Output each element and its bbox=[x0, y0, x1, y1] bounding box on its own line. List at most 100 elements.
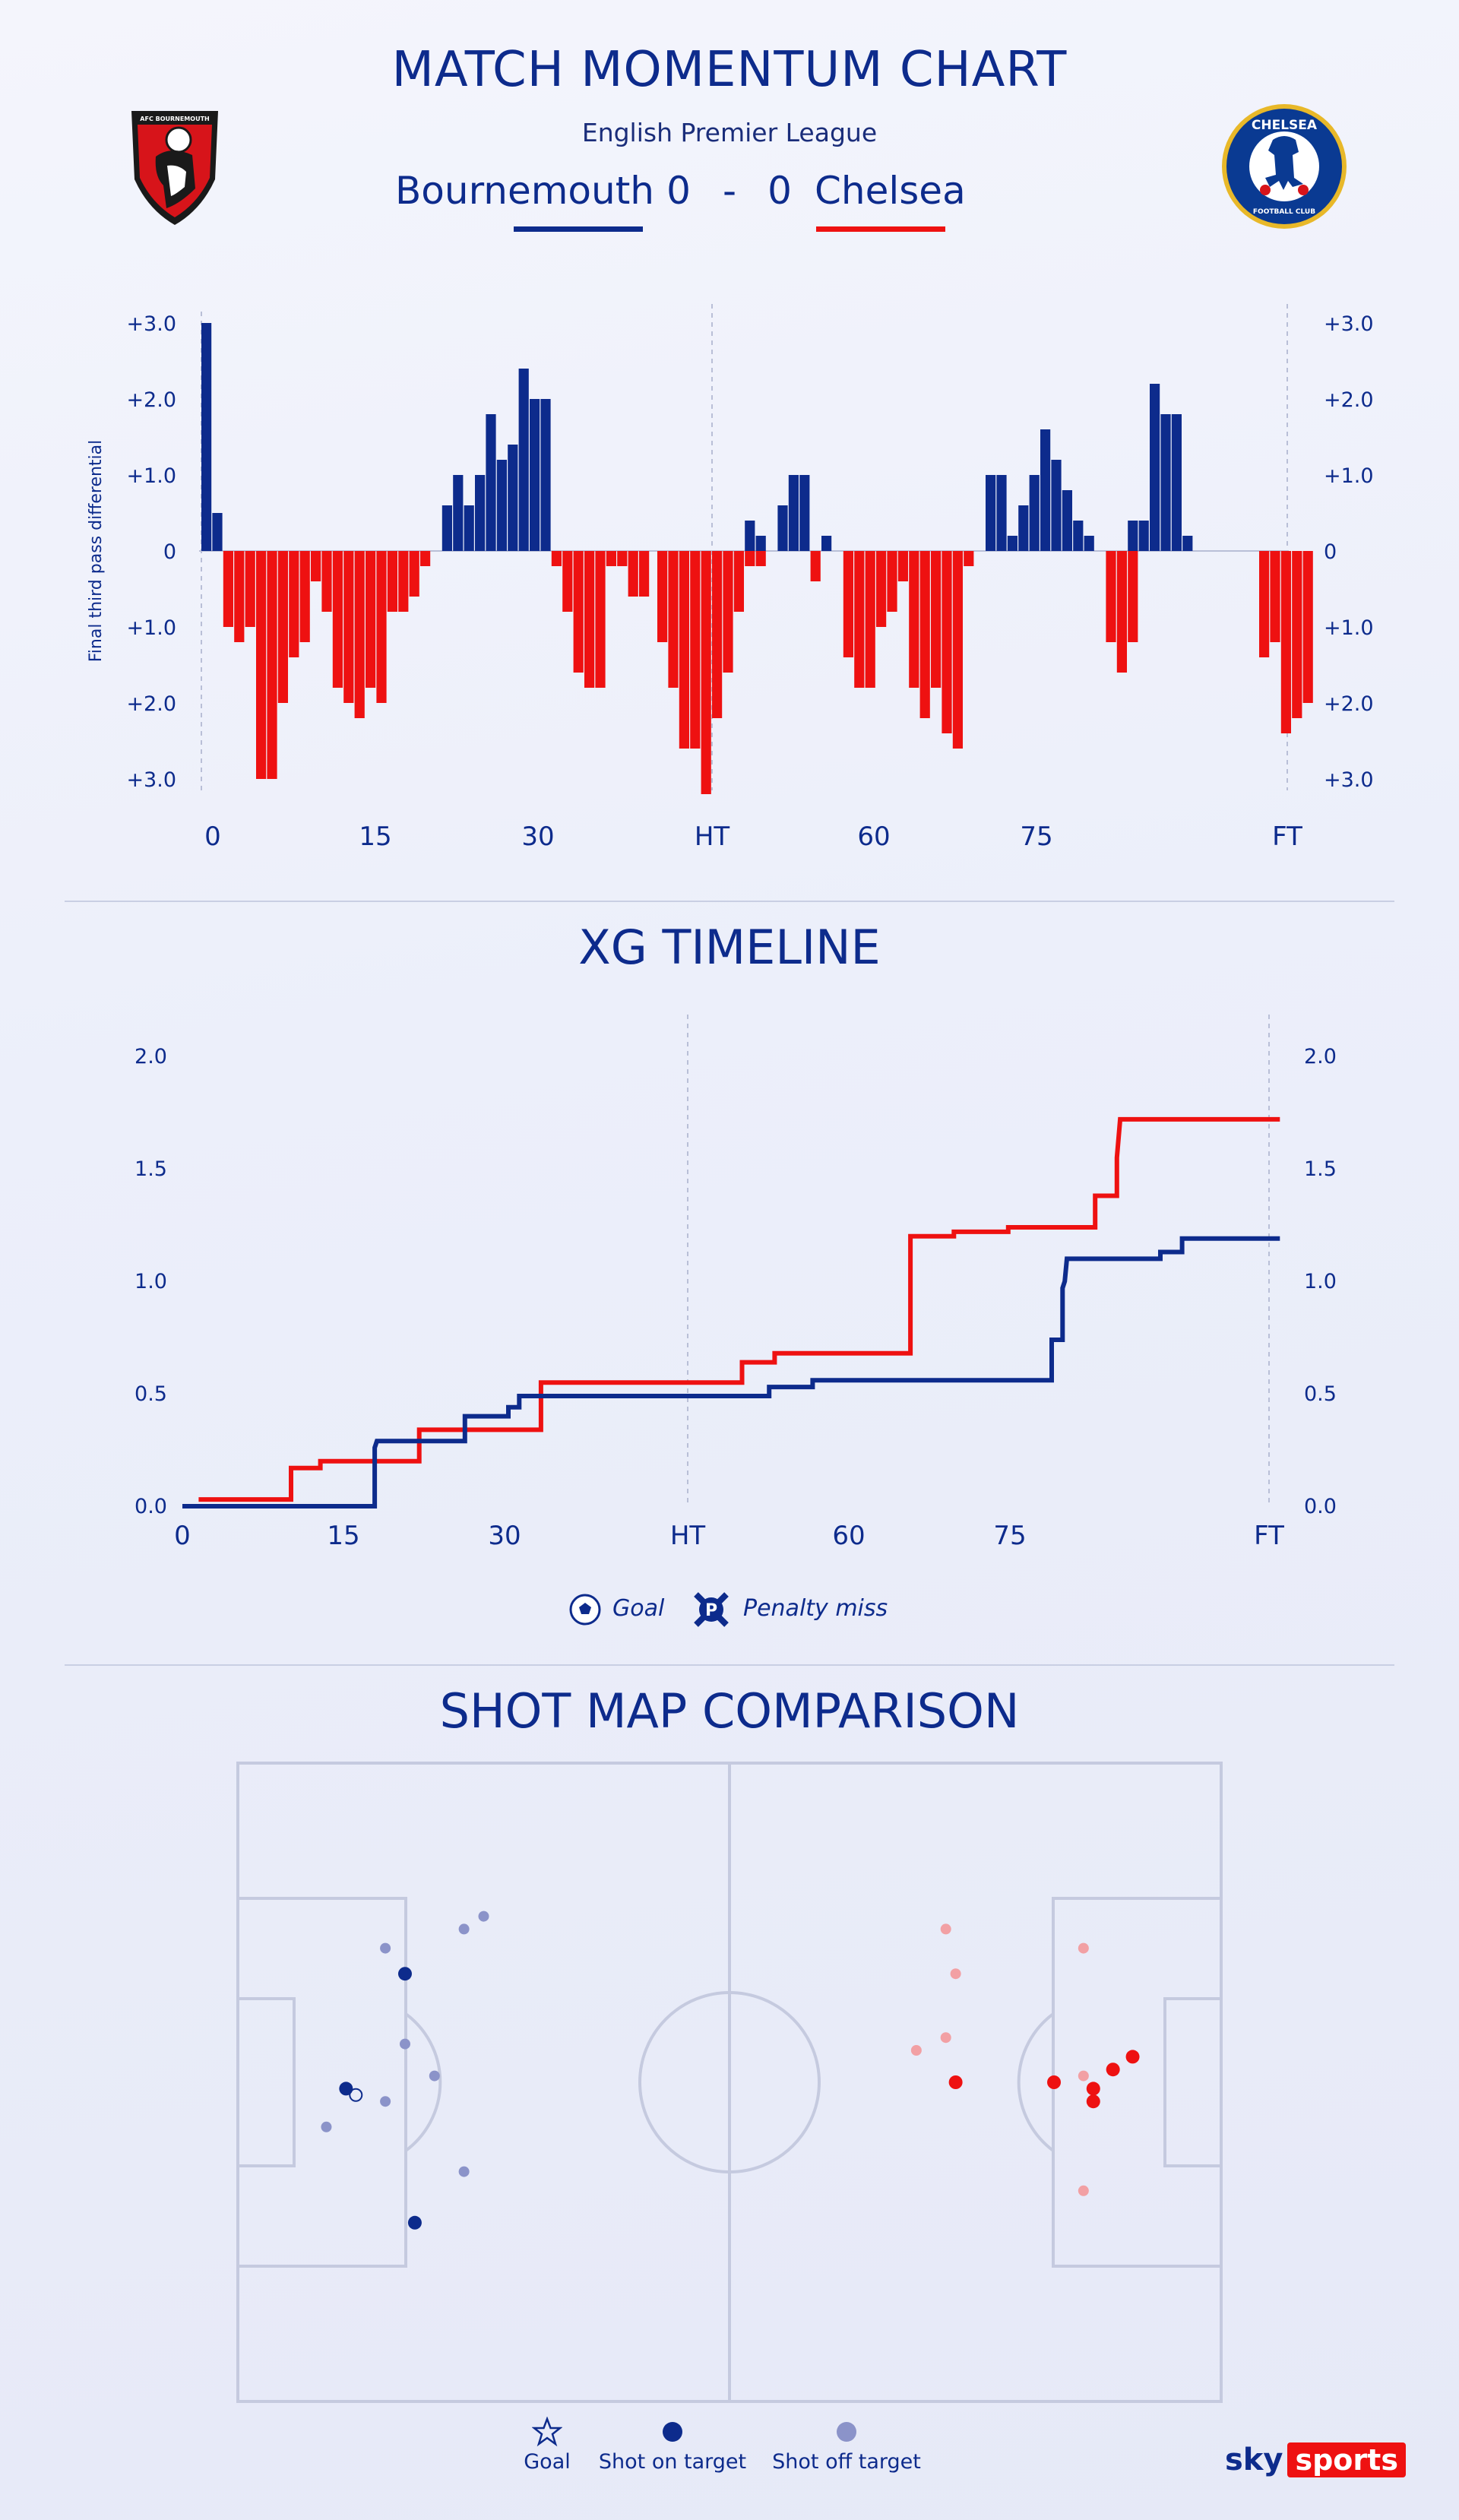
momentum-bar bbox=[311, 551, 321, 581]
xg-ytick-left: 1.5 bbox=[135, 1157, 167, 1181]
momentum-xtick: 0 bbox=[204, 822, 221, 852]
momentum-bar bbox=[1116, 551, 1127, 673]
pitch-six-yard-box-left bbox=[236, 1997, 296, 2167]
momentum-bar bbox=[777, 505, 788, 551]
momentum-bar bbox=[919, 551, 930, 718]
momentum-bar bbox=[1007, 536, 1018, 551]
shot-on-target bbox=[1086, 2082, 1100, 2096]
momentum-bar bbox=[366, 551, 376, 688]
page-title: MATCH MOMENTUM CHART bbox=[391, 42, 1068, 98]
momentum-bar bbox=[486, 414, 496, 551]
momentum-bar bbox=[745, 551, 755, 566]
shot-off-target bbox=[1078, 1942, 1089, 1954]
shot-off-target bbox=[399, 2038, 410, 2050]
on-target-dot-icon bbox=[663, 2422, 682, 2442]
off-target-dot-icon bbox=[837, 2422, 856, 2442]
goal-icon bbox=[569, 1594, 601, 1626]
momentum-xtick: 15 bbox=[359, 822, 391, 852]
momentum-bar bbox=[1138, 521, 1149, 551]
legend-goal-shot-label: Goal bbox=[524, 2450, 571, 2474]
sports-logo-text: sports bbox=[1287, 2442, 1406, 2477]
momentum-bar bbox=[887, 551, 897, 612]
xg-xtick: 75 bbox=[993, 1521, 1026, 1551]
xg-ytick-right: 1.5 bbox=[1304, 1157, 1337, 1181]
momentum-bar bbox=[551, 551, 562, 566]
momentum-bar bbox=[321, 551, 332, 612]
home-color-bar bbox=[514, 226, 643, 232]
legend-penalty-label: Penalty miss bbox=[743, 1595, 888, 1622]
momentum-bar bbox=[1160, 414, 1171, 551]
home-crest-text: AFC BOURNEMOUTH bbox=[140, 116, 209, 122]
shotmap-title: SHOT MAP COMPARISON bbox=[439, 1683, 1020, 1739]
pitch-penalty-box-left bbox=[236, 1897, 407, 2268]
momentum-bar bbox=[986, 475, 996, 551]
away-team-crest-icon: CHELSEA FOOTBALL CLUB bbox=[1222, 104, 1347, 229]
shot-goal-marker bbox=[349, 2088, 363, 2102]
momentum-bar bbox=[201, 323, 212, 551]
momentum-bar bbox=[799, 475, 810, 551]
momentum-ytick-right: +1.0 bbox=[1324, 616, 1374, 640]
momentum-bar bbox=[332, 551, 343, 688]
momentum-bar bbox=[628, 551, 638, 597]
pitch-center-circle bbox=[638, 1991, 821, 2173]
momentum-bar bbox=[843, 551, 853, 657]
xg-chart: 2.0 2.0 1.5 1.5 1.0 1.0 0.5 0.5 0.0 0.0 0 15 30 HT 60 7… bbox=[135, 1015, 1337, 1551]
shot-off-target bbox=[1078, 2070, 1089, 2082]
shot-on-target bbox=[339, 2082, 353, 2096]
momentum-bar bbox=[606, 551, 616, 566]
momentum-bar bbox=[996, 475, 1007, 551]
momentum-bar bbox=[657, 551, 668, 642]
xg-xtick: FT bbox=[1254, 1521, 1284, 1551]
xg-series-line bbox=[198, 1116, 1280, 1502]
xg-xtick: 0 bbox=[174, 1521, 191, 1551]
momentum-bar bbox=[453, 475, 464, 551]
momentum-bar bbox=[441, 505, 452, 551]
shot-off-target bbox=[321, 2121, 332, 2132]
shot-on-target bbox=[1086, 2094, 1100, 2109]
xg-series-line bbox=[182, 1236, 1280, 1509]
momentum-chart: +3.0 +3.0 +2.0 +2.0 +1.0 +1.0 0 0 +1.0 +1.0 +2.0 +2… bbox=[87, 304, 1374, 852]
momentum-bar bbox=[420, 551, 431, 566]
shot-on-target bbox=[1125, 2050, 1140, 2064]
momentum-bar bbox=[1150, 384, 1160, 551]
momentum-xtick: 60 bbox=[857, 822, 890, 852]
penalty-miss-icon: P bbox=[694, 1592, 729, 1627]
xg-ytick-left: 0.5 bbox=[135, 1382, 167, 1406]
section-divider bbox=[65, 1664, 1394, 1666]
shot-off-target bbox=[380, 2096, 391, 2107]
momentum-ytick-right: +3.0 bbox=[1324, 768, 1374, 792]
momentum-bar bbox=[755, 536, 766, 551]
momentum-bar bbox=[942, 551, 952, 733]
shot-off-target bbox=[1078, 2185, 1089, 2196]
momentum-bar bbox=[256, 551, 267, 779]
momentum-bar bbox=[897, 551, 908, 581]
shot-off-target bbox=[950, 1968, 961, 1980]
momentum-ytick-right: +1.0 bbox=[1324, 464, 1374, 488]
pitch-six-yard-box-right bbox=[1163, 1997, 1223, 2167]
momentum-bar bbox=[398, 551, 409, 612]
xg-ytick-left: 2.0 bbox=[135, 1045, 167, 1068]
momentum-xtick: FT bbox=[1272, 822, 1302, 852]
momentum-bar bbox=[343, 551, 354, 703]
home-team-crest-icon: AFC BOURNEMOUTH bbox=[131, 111, 218, 225]
legend-goal-label: Goal bbox=[612, 1595, 665, 1622]
away-team-name: Chelsea bbox=[815, 169, 966, 213]
xg-ytick-right: 1.0 bbox=[1304, 1270, 1337, 1293]
shot-off-target bbox=[458, 1923, 470, 1935]
momentum-bar bbox=[931, 551, 942, 688]
momentum-ytick-right: +2.0 bbox=[1324, 692, 1374, 716]
momentum-bar bbox=[865, 551, 875, 688]
momentum-ytick-left: +1.0 bbox=[126, 616, 176, 640]
momentum-bar bbox=[876, 551, 887, 627]
xg-timeline-title: XG TIMELINE bbox=[578, 920, 881, 975]
momentum-ytick-right: 0 bbox=[1324, 540, 1337, 564]
momentum-bar bbox=[1029, 475, 1040, 551]
momentum-bar bbox=[821, 536, 832, 551]
momentum-bar bbox=[508, 445, 518, 551]
momentum-ytick-left: +2.0 bbox=[126, 692, 176, 716]
momentum-bar bbox=[530, 399, 540, 551]
momentum-bar bbox=[854, 551, 865, 688]
momentum-bar bbox=[755, 551, 766, 566]
momentum-xtick: 30 bbox=[521, 822, 554, 852]
pitch-penalty-arc-right bbox=[1017, 2012, 1055, 2152]
